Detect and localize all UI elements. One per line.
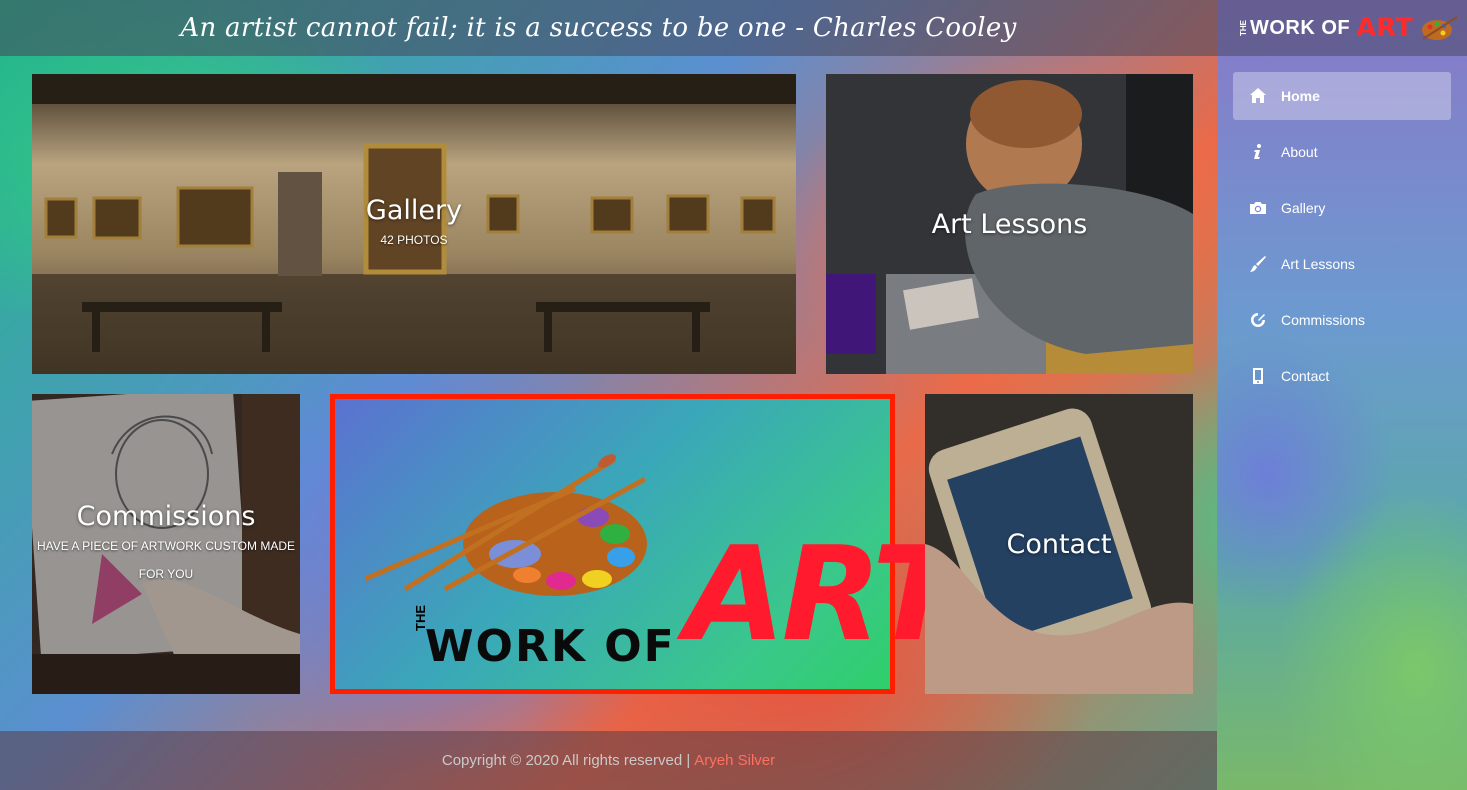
commissions-tile[interactable]: Commissions HAVE A PIECE OF ARTWORK CUST… — [32, 394, 300, 694]
gallery-tile[interactable]: Gallery 42 PHOTOS — [32, 74, 796, 374]
logo-art-text: ART — [685, 518, 961, 670]
commission-icon — [1251, 313, 1265, 327]
footer-copyright: Copyright © 2020 All rights reserved | — [441, 752, 691, 769]
gallery-photo — [32, 74, 796, 374]
work-of-art-logo-tile[interactable]: THE WORK OF ART — [330, 394, 961, 694]
sidebar-brand-logo[interactable]: THE WORK OF ART — [1217, 0, 1467, 56]
header-bar: An artist cannot fail; it is a success t… — [0, 0, 1217, 56]
sidebar-item-label: About — [1281, 144, 1318, 160]
commissions-photo — [32, 394, 300, 694]
contact-photo — [925, 394, 1193, 694]
contact-tile-title: Contact — [1006, 528, 1112, 560]
phone-icon — [1253, 368, 1263, 384]
sidebar-item-label: Gallery — [1281, 200, 1326, 216]
logo-work-of-text: WORK OF — [425, 621, 676, 672]
sidebar-nav: Home About Gallery Art Lessons Commissio… — [1217, 72, 1467, 400]
footer-author-link[interactable]: Aryeh Silver — [694, 752, 776, 769]
sidebar-item-label: Home — [1281, 88, 1320, 104]
sidebar-item-label: Contact — [1281, 368, 1330, 384]
sidebar-item-gallery[interactable]: Gallery — [1233, 184, 1451, 232]
info-icon — [1254, 144, 1261, 159]
sidebar-item-label: Art Lessons — [1281, 256, 1355, 272]
home-icon — [1250, 88, 1266, 103]
sidebar: THE WORK OF ART Home About Gallery Art L… — [1217, 0, 1467, 790]
brush-icon — [1250, 256, 1266, 272]
art-lessons-tile[interactable]: Art Lessons — [826, 74, 1193, 374]
sidebar-item-art-lessons[interactable]: Art Lessons — [1233, 240, 1451, 288]
sidebar-item-about[interactable]: About — [1233, 128, 1451, 176]
sidebar-item-label: Commissions — [1281, 312, 1366, 328]
header-quote: An artist cannot fail; it is a success t… — [180, 13, 1017, 43]
commissions-tile-subtitle: HAVE A PIECE OF ARTWORK CUSTOM MADE FOR … — [36, 538, 296, 581]
sidebar-item-commissions[interactable]: Commissions — [1233, 296, 1451, 344]
brand-work-of: WORK OF — [1250, 16, 1351, 39]
sidebar-item-home[interactable]: Home — [1233, 72, 1451, 120]
sidebar-item-contact[interactable]: Contact — [1233, 352, 1451, 400]
footer: Copyright © 2020 All rights reserved | A… — [0, 731, 1217, 790]
contact-tile[interactable]: Contact — [925, 394, 1193, 694]
palette-brushes-icon — [365, 454, 647, 596]
gallery-tile-subtitle: 42 PHOTOS — [380, 232, 448, 247]
brand-art: ART — [1356, 13, 1413, 43]
art-lessons-tile-title: Art Lessons — [931, 208, 1088, 240]
art-lessons-photo — [826, 74, 1193, 374]
commissions-tile-title: Commissions — [76, 500, 256, 532]
gallery-tile-title: Gallery — [365, 194, 463, 226]
brand-the: THE — [1239, 20, 1248, 36]
palette-icon — [1421, 16, 1458, 40]
camera-icon — [1250, 202, 1266, 214]
